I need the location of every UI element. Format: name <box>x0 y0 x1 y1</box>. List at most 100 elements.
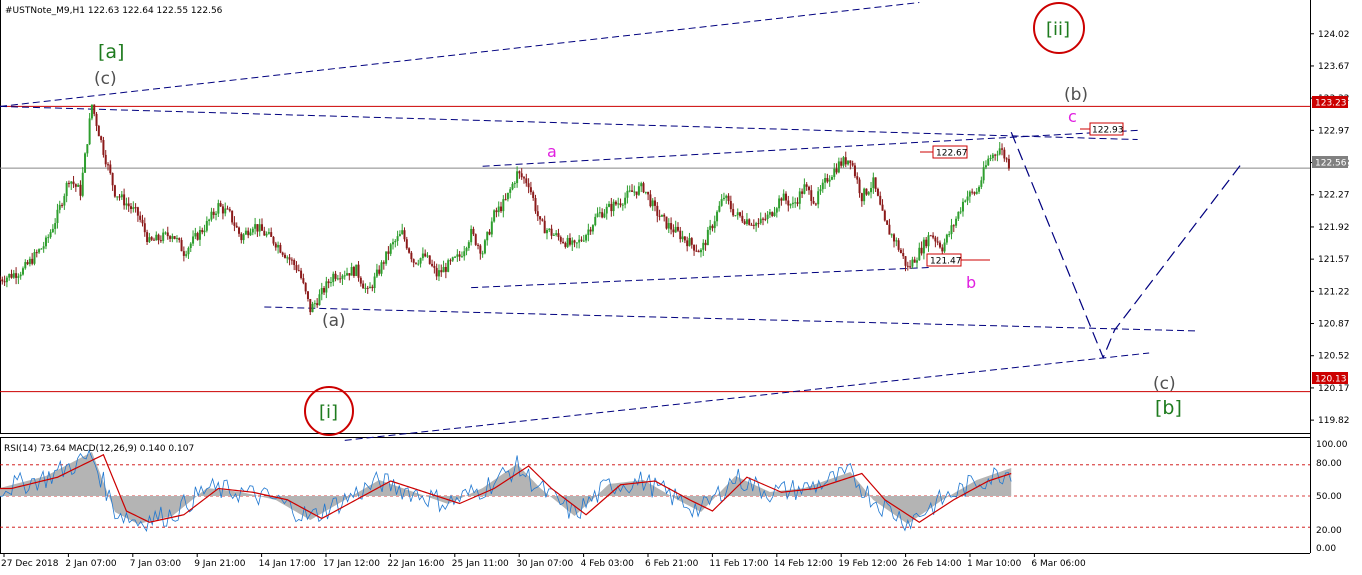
candle-body-227 <box>520 173 523 178</box>
candle-body-216 <box>495 210 498 213</box>
candle-body-174 <box>398 234 401 237</box>
wave-a-grey: (a) <box>322 311 346 331</box>
candle-body-374 <box>858 179 861 194</box>
candle-body-385 <box>883 210 886 221</box>
candle-body-400 <box>918 247 921 261</box>
candle-body-146 <box>334 273 337 279</box>
c-top-price: 122.93 <box>1092 126 1124 136</box>
candle-body-344 <box>789 204 792 206</box>
candle-body-200 <box>458 254 461 257</box>
candle-body-215 <box>493 210 496 222</box>
candle-body-437 <box>1003 149 1006 159</box>
candle-body-84 <box>192 236 195 244</box>
candle-body-87 <box>198 229 201 240</box>
candle-body-18 <box>40 248 43 250</box>
candles <box>0 104 1010 316</box>
candle-body-381 <box>874 177 877 189</box>
candle-body-293 <box>672 229 675 233</box>
candle-body-267 <box>612 201 615 212</box>
candle-body-290 <box>665 216 668 229</box>
indicator-caption: RSI(14) 73.64 MACD(12,26,9) 0.140 0.107 <box>4 444 194 454</box>
candle-body-234 <box>536 211 539 217</box>
candle-body-210 <box>481 253 484 255</box>
candle-body-319 <box>732 209 735 216</box>
candle-body-342 <box>785 193 787 201</box>
candle-body-322 <box>739 212 742 216</box>
wave-b-grey: (b) <box>1064 85 1088 105</box>
candle-body-286 <box>656 205 659 216</box>
candle-body-124 <box>283 254 286 258</box>
candle-body-139 <box>318 294 321 306</box>
candle-body-21 <box>47 237 50 239</box>
circle-ii <box>1033 2 1085 54</box>
candle-body-100 <box>228 209 231 211</box>
candle-body-247 <box>566 237 569 247</box>
candle-body-2 <box>3 281 6 283</box>
candle-body-202 <box>463 251 466 257</box>
x-tick-label-14: 26 Feb 14:00 <box>903 559 962 569</box>
candle-body-179 <box>410 252 413 260</box>
price-tag-low-bg <box>1312 372 1348 384</box>
candle-body-240 <box>550 228 553 236</box>
candle-body-312 <box>716 211 719 222</box>
c-top-box <box>1089 122 1124 136</box>
candle-body-131 <box>300 270 303 279</box>
candle-body-331 <box>759 218 762 224</box>
trendline-5 <box>344 352 1150 441</box>
candle-body-170 <box>389 244 392 254</box>
candle-body-395 <box>906 265 909 267</box>
candle-body-231 <box>529 187 532 193</box>
candle-body-7 <box>15 273 18 278</box>
candle-body-266 <box>610 203 613 212</box>
candle-body-416 <box>955 218 958 226</box>
candle-body-192 <box>440 270 443 273</box>
candle-body-304 <box>697 250 700 253</box>
candle-body-212 <box>486 231 489 241</box>
candle-body-211 <box>483 240 486 254</box>
horizontal-lines <box>0 105 1310 393</box>
candle-body-305 <box>699 249 702 253</box>
y-tick-label-7: 121.57 <box>1318 255 1350 265</box>
candle-body-263 <box>603 213 606 218</box>
y-tick-label-9: 120.87 <box>1318 320 1350 330</box>
candle-body-51 <box>116 196 119 198</box>
ind-level-50: 50.00 <box>1316 492 1342 502</box>
candle-body-166 <box>380 262 383 274</box>
candle-body-83 <box>189 243 192 248</box>
candle-body-129 <box>295 265 298 271</box>
candle-body-432 <box>991 154 994 159</box>
candle-body-338 <box>775 208 778 213</box>
projection-path <box>1010 131 1242 360</box>
candle-body-123 <box>281 252 284 255</box>
candle-body-281 <box>644 191 647 193</box>
candle-body-25 <box>56 209 59 224</box>
candle-body-435 <box>998 148 1001 155</box>
candle-body-74 <box>169 236 172 239</box>
ind-level-0: 0.00 <box>1316 544 1336 554</box>
candle-body-425 <box>975 191 978 194</box>
candle-body-230 <box>527 183 530 188</box>
candle-body-92 <box>210 211 213 220</box>
candle-body-232 <box>532 192 535 198</box>
candle-body-436 <box>1001 148 1004 150</box>
x-tick-label-3: 9 Jan 21:00 <box>194 559 246 569</box>
candle-body-5 <box>10 273 13 278</box>
candle-body-172 <box>394 240 397 243</box>
candle-body-417 <box>957 211 960 219</box>
candle-body-133 <box>304 282 307 292</box>
candle-body-143 <box>327 281 330 284</box>
candle-body-10 <box>21 268 24 275</box>
candle-body-407 <box>934 237 937 242</box>
candle-body-81 <box>185 254 188 256</box>
candle-body-44 <box>100 136 103 141</box>
candle-body-28 <box>63 196 66 206</box>
candle-body-318 <box>729 201 732 210</box>
candle-body-62 <box>141 219 144 224</box>
candle-body-36 <box>81 172 84 196</box>
candle-body-149 <box>341 275 344 279</box>
candle-body-326 <box>748 219 751 225</box>
candle-body-145 <box>332 273 335 283</box>
candle-body-66 <box>150 237 153 240</box>
candle-body-246 <box>564 242 567 247</box>
